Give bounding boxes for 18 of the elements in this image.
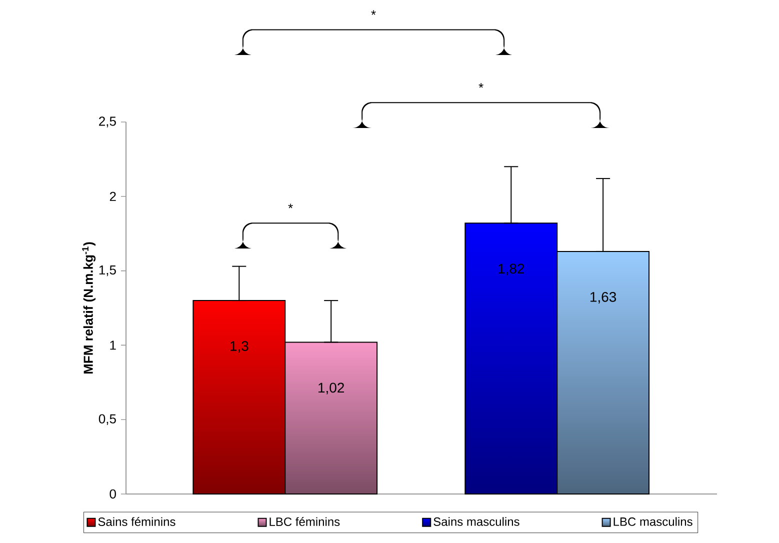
data-label: 1,82	[498, 264, 524, 276]
y-tick-label: 2	[110, 192, 116, 201]
text: *	[478, 83, 484, 88]
y-tick-label: 0	[110, 489, 116, 499]
legend-label: Sains masculins	[434, 517, 520, 526]
legend-label: LBC féminins	[270, 517, 340, 526]
text: *	[371, 10, 376, 15]
data-label: 1,3	[230, 341, 248, 353]
legend-label: LBC masculins	[614, 517, 692, 526]
y-tick-label: 1,5	[99, 265, 116, 276]
y-tick-label: 2,5	[99, 116, 116, 128]
data-label: 1,02	[318, 382, 344, 394]
y-tick-label: 1	[110, 340, 116, 350]
y-axis-title: MFM relatif (N.m.kg$^{-1}$)	[82, 242, 96, 374]
annotation: *	[288, 204, 293, 208]
data-label: 1,63	[590, 292, 616, 304]
y-tick-label: 0,5	[98, 414, 116, 425]
legend-label: Sains féminins	[98, 517, 176, 526]
